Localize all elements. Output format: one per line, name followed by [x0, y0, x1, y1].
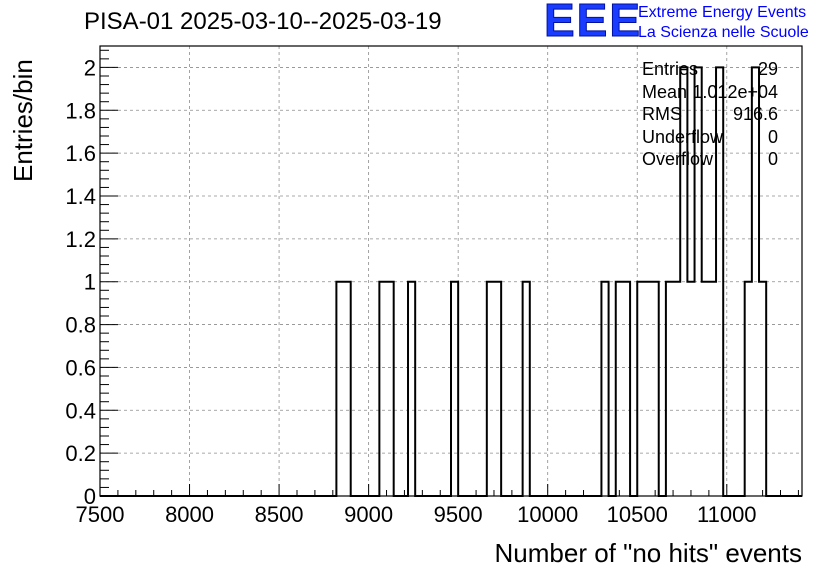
stat-label: Entries [642, 59, 699, 79]
stat-label: RMS [642, 104, 682, 124]
histogram-bin [379, 282, 386, 496]
y-tick-label: 1 [84, 270, 96, 295]
logo-line-1: Extreme Energy Events [638, 4, 807, 21]
stats-box: Entries 29 Mean 1.012e+04 RMS 916.6 Unde… [642, 58, 778, 171]
histogram-bin [666, 282, 673, 496]
y-tick-label: 0.2 [65, 441, 96, 466]
histogram-bin [408, 282, 415, 496]
x-tick-labels: 7500 8000 8500 9000 9500 10000 10500 11000 [76, 502, 757, 527]
histogram-bin [487, 282, 494, 496]
y-tick-label: 1.6 [65, 141, 96, 166]
y-axis-label: Entries/bin [8, 59, 38, 182]
histogram-bin [709, 282, 716, 496]
stat-label: Overflow [642, 149, 714, 169]
stat-row-mean: Mean 1.012e+04 [642, 81, 778, 104]
y-tick-label: 0.6 [65, 355, 96, 380]
y-tick-labels: 0 0.2 0.4 0.6 0.8 1 1.2 1.4 1.6 1.8 2 [65, 55, 96, 509]
histogram-bin [687, 282, 694, 496]
histogram-bin [601, 282, 608, 496]
histogram-bin [451, 282, 458, 496]
histogram-bin [125, 282, 132, 496]
logo-mark: EEE [543, 0, 643, 46]
stat-value: 916.6 [732, 104, 778, 124]
y-tick-label: 0.8 [65, 313, 96, 338]
x-axis-label: Number of "no hits" events [494, 538, 803, 568]
chart-title: PISA-01 2025-03-10--2025-03-19 [84, 8, 442, 35]
y-tick-label: 1.4 [65, 184, 96, 209]
histogram-bin [344, 282, 351, 496]
eee-logo: EEE Extreme Energy Events La Scienza nel… [543, 0, 834, 46]
y-tick-label: 0 [84, 484, 96, 509]
logo-line-2: La Scienza nelle Scuole [638, 24, 809, 41]
x-tick-label: 10500 [607, 502, 668, 527]
histogram-bin [387, 282, 394, 496]
stat-value: 0 [767, 149, 778, 169]
x-tick-label: 11000 [697, 502, 757, 527]
x-tick-label: 8500 [255, 502, 304, 527]
y-tick-label: 0.4 [65, 398, 96, 423]
histogram-bin [637, 282, 644, 496]
stat-value: 29 [757, 59, 778, 79]
stat-row-rms: RMS 916.6 [642, 103, 778, 126]
histogram-bin [523, 282, 530, 496]
stat-row-overflow: Overflow 0 [642, 148, 778, 171]
x-tick-label: 8000 [165, 502, 214, 527]
histogram-bin [652, 282, 659, 496]
histogram-bin [759, 282, 766, 496]
histogram-bin [616, 282, 623, 496]
plot-frame [99, 45, 803, 497]
x-tick-label: 7500 [76, 502, 125, 527]
y-tick-label: 2 [84, 55, 96, 80]
stat-row-entries: Entries 29 [642, 58, 778, 81]
histogram-bin [336, 282, 343, 496]
histogram-bin [644, 282, 651, 496]
histogram-bin [702, 282, 709, 496]
histogram-outline [100, 66, 802, 497]
histogram-bin [623, 282, 630, 496]
y-tick-label: 1.2 [65, 227, 96, 252]
stat-label: Mean [642, 81, 688, 102]
histogram-bin [745, 282, 752, 496]
histogram-bin [494, 282, 501, 496]
histogram-bin [268, 282, 275, 496]
histogram-bin [673, 282, 680, 496]
x-tick-label: 9500 [434, 502, 483, 527]
stat-value: 0 [767, 126, 778, 147]
stat-value: 1.012e+04 [692, 81, 778, 102]
stat-row-underflow: Underflow 0 [642, 126, 778, 149]
x-tick-label: 10000 [517, 502, 578, 527]
stat-label: Underflow [642, 126, 724, 147]
axis-ticks [99, 49, 799, 497]
x-tick-label: 9000 [344, 502, 393, 527]
y-tick-label: 1.8 [65, 98, 96, 123]
